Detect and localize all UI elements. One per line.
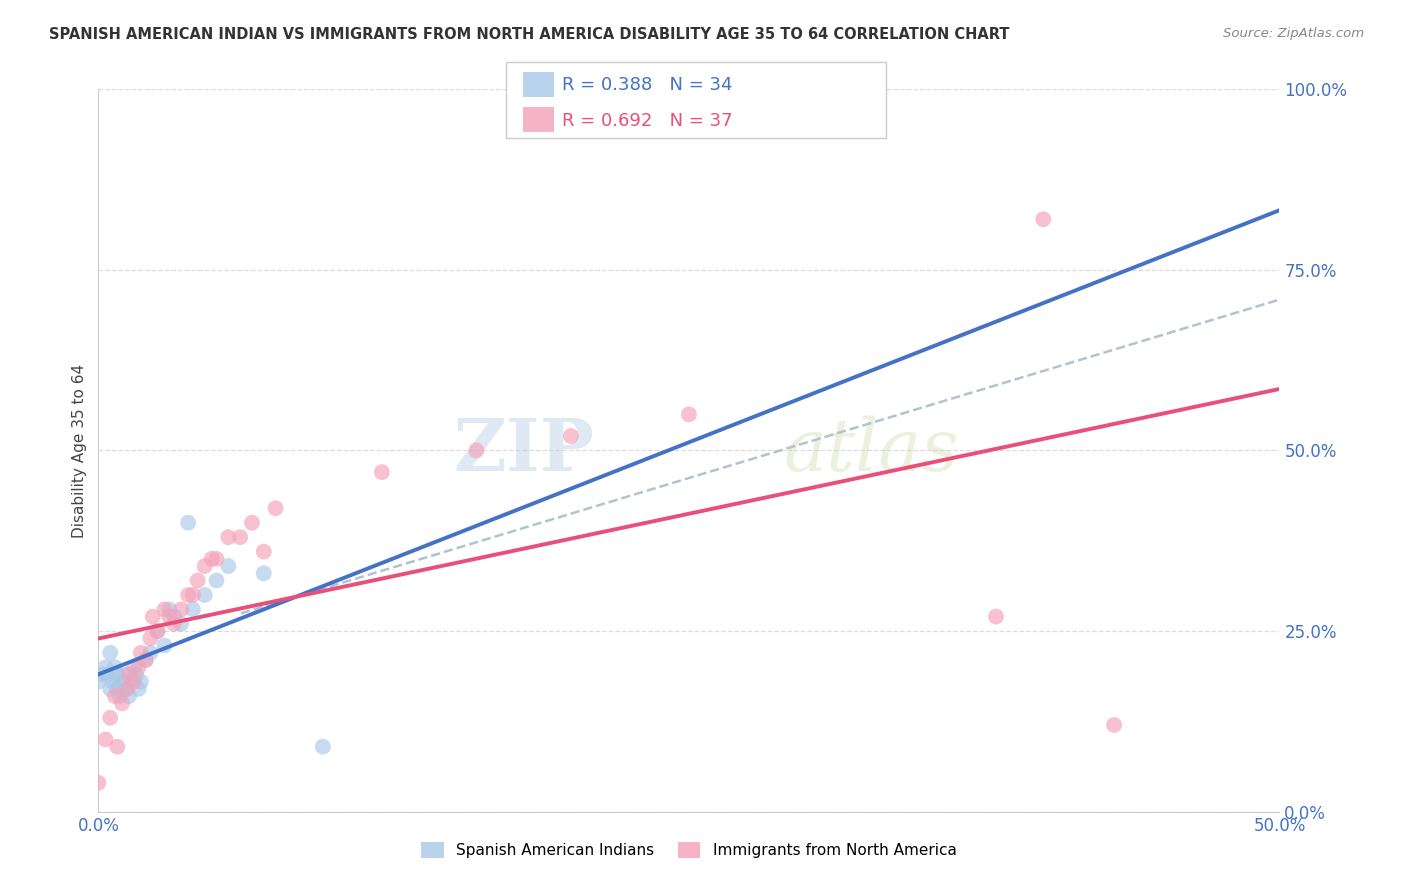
- Point: [115, 681, 138, 696]
- Point: [111, 696, 134, 710]
- Point: [105, 739, 128, 754]
- Point: [181, 588, 204, 602]
- Point: [111, 674, 134, 689]
- Point: [217, 530, 239, 544]
- Point: [312, 739, 335, 754]
- Point: [146, 624, 169, 639]
- Point: [163, 609, 186, 624]
- Point: [217, 559, 239, 574]
- Point: [264, 501, 287, 516]
- Point: [94, 732, 117, 747]
- Point: [678, 407, 700, 421]
- Point: [205, 574, 228, 588]
- Point: [194, 559, 217, 574]
- Point: [87, 776, 110, 790]
- Point: [371, 465, 394, 479]
- Point: [139, 646, 162, 660]
- Point: [560, 429, 582, 443]
- Point: [177, 588, 200, 602]
- Point: [139, 632, 162, 646]
- Point: [98, 681, 121, 696]
- Point: [87, 674, 110, 689]
- Point: [253, 566, 276, 581]
- Point: [187, 574, 209, 588]
- Point: [153, 602, 176, 616]
- Point: [253, 544, 276, 558]
- Point: [91, 667, 114, 681]
- Point: [98, 711, 121, 725]
- Point: [142, 609, 165, 624]
- Point: [94, 660, 117, 674]
- Point: [105, 667, 128, 681]
- Point: [129, 646, 152, 660]
- Point: [121, 674, 143, 689]
- Text: Source: ZipAtlas.com: Source: ZipAtlas.com: [1223, 27, 1364, 40]
- Point: [122, 674, 145, 689]
- Point: [984, 609, 1007, 624]
- Text: ZIP: ZIP: [454, 415, 595, 486]
- Point: [201, 551, 224, 566]
- Point: [122, 660, 145, 674]
- Point: [229, 530, 252, 544]
- Point: [118, 689, 141, 703]
- Text: R = 0.388   N = 34: R = 0.388 N = 34: [562, 76, 733, 95]
- Point: [205, 551, 228, 566]
- Text: SPANISH AMERICAN INDIAN VS IMMIGRANTS FROM NORTH AMERICA DISABILITY AGE 35 TO 64: SPANISH AMERICAN INDIAN VS IMMIGRANTS FR…: [49, 27, 1010, 42]
- Point: [157, 609, 180, 624]
- Point: [115, 681, 138, 696]
- Point: [170, 602, 193, 616]
- Point: [240, 516, 263, 530]
- Point: [105, 681, 128, 696]
- Point: [128, 660, 150, 674]
- Legend: Spanish American Indians, Immigrants from North America: Spanish American Indians, Immigrants fro…: [413, 834, 965, 865]
- Point: [125, 667, 148, 681]
- Point: [181, 602, 204, 616]
- Point: [135, 653, 157, 667]
- Point: [194, 588, 217, 602]
- Point: [104, 689, 127, 703]
- Point: [1032, 212, 1054, 227]
- Point: [177, 516, 200, 530]
- Point: [157, 602, 180, 616]
- Point: [1102, 718, 1125, 732]
- Point: [146, 624, 169, 639]
- Text: R = 0.692   N = 37: R = 0.692 N = 37: [562, 112, 733, 130]
- Point: [135, 653, 157, 667]
- Y-axis label: Disability Age 35 to 64: Disability Age 35 to 64: [72, 363, 87, 538]
- Point: [465, 443, 488, 458]
- Point: [101, 674, 124, 689]
- Point: [153, 639, 176, 653]
- Point: [170, 616, 193, 631]
- Point: [129, 674, 152, 689]
- Point: [163, 616, 186, 631]
- Point: [104, 660, 127, 674]
- Point: [108, 689, 131, 703]
- Point: [118, 667, 141, 681]
- Text: atlas: atlas: [783, 415, 959, 486]
- Point: [128, 681, 150, 696]
- Point: [97, 667, 120, 681]
- Point: [98, 646, 121, 660]
- Point: [112, 667, 135, 681]
